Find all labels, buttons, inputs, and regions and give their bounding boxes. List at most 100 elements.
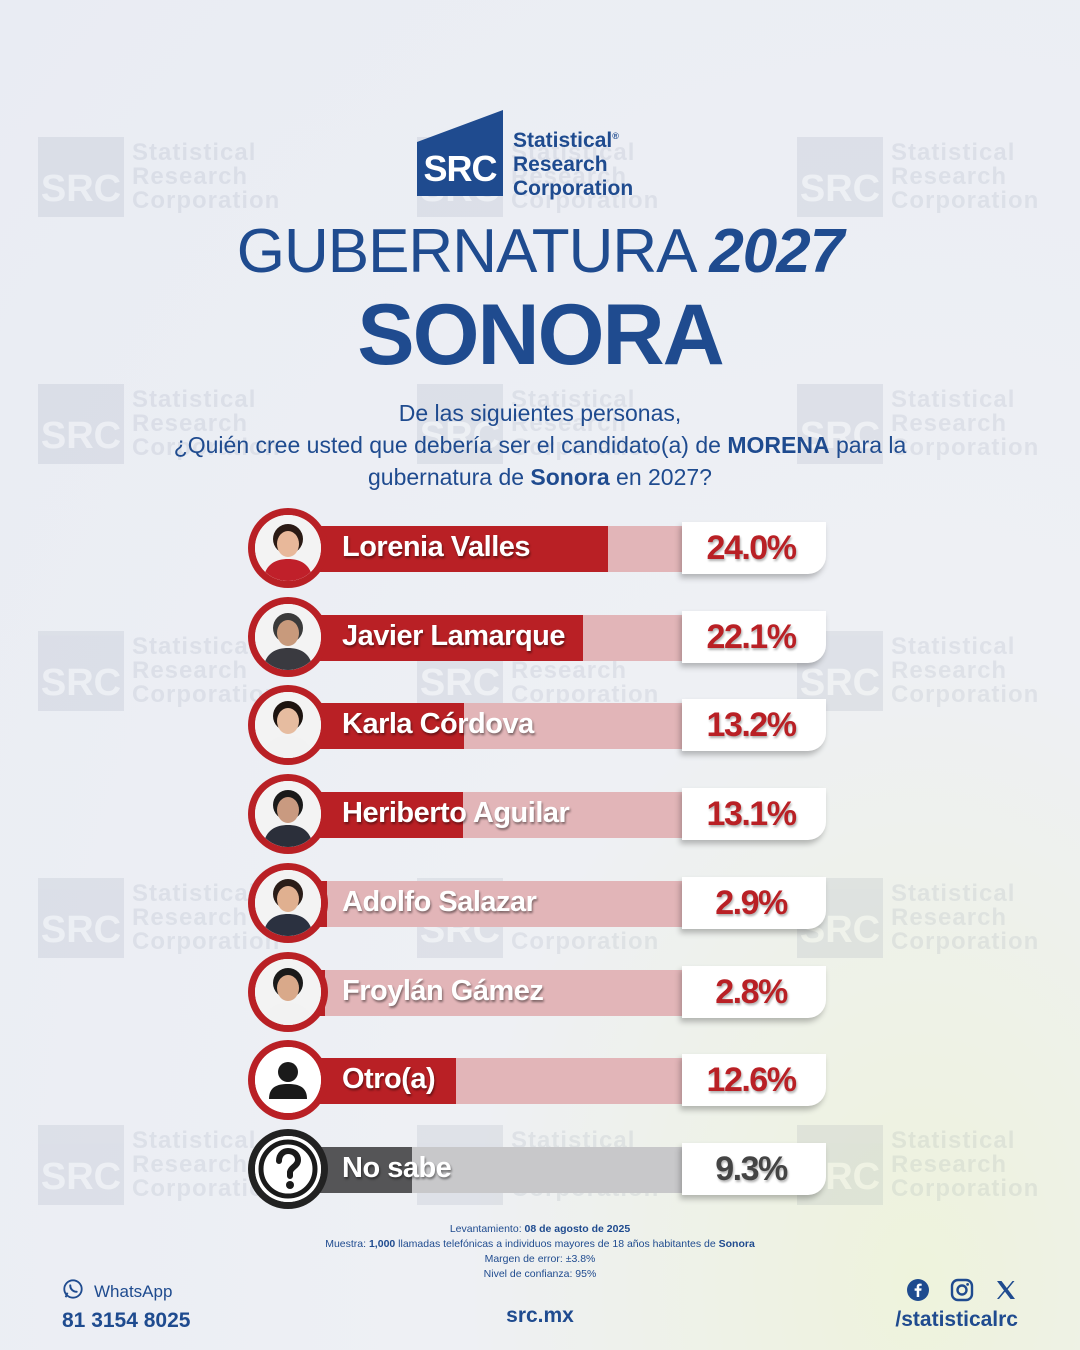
watermark-text: Research (891, 657, 1008, 684)
margin-of-error: Margen de error: ±3.8% (484, 1253, 596, 1265)
watermark-text: Statistical (891, 139, 1016, 166)
person-icon (248, 1040, 328, 1121)
value-box: 2.8% (682, 965, 826, 1018)
watermark-text: Corporation (891, 1175, 1040, 1202)
avatar (248, 951, 328, 1032)
whatsapp-number[interactable]: 81 3154 8025 (62, 1309, 191, 1332)
category-label: Javier Lamarque (342, 619, 566, 652)
category-label: Otro(a) (342, 1063, 436, 1096)
question-state: Sonora (530, 464, 610, 490)
question-text: en 2027? (609, 464, 712, 490)
avatar (248, 596, 328, 677)
watermark-text: Statistical (891, 633, 1016, 660)
survey-date: 08 de agosto de 2025 (524, 1223, 631, 1235)
whatsapp-contact[interactable]: WhatsApp 81 3154 8025 (62, 1278, 190, 1333)
registered-mark: ® (612, 131, 619, 141)
bar-track (288, 526, 688, 572)
logo-mark: SRC (417, 110, 503, 196)
avatar (248, 508, 328, 588)
watermark-text: Research (891, 904, 1008, 931)
watermark-abbr: SRC (38, 137, 124, 217)
data-label: 2.8% (715, 972, 788, 1011)
watermark-text: Statistical (891, 880, 1016, 907)
data-label: 22.1% (706, 617, 797, 656)
logo-building-shape (417, 110, 503, 196)
sample-line: Muestra: 1,000 llamadas telefónicas a in… (0, 1237, 1080, 1252)
avatar (248, 685, 328, 766)
question-line1: De las siguientes personas, (398, 400, 682, 426)
chart-row: Heriberto Aguilar 13.1% (248, 774, 828, 855)
value-box: 13.1% (682, 788, 826, 841)
page-title: GUBERNATURA 2027 (0, 216, 1080, 287)
watermark-abbr: SRC (38, 631, 124, 711)
chart-row: Karla Córdova 13.2% (248, 685, 828, 766)
value-box: 24.0% (682, 522, 826, 574)
category-label: No sabe (342, 1151, 452, 1184)
methodology-note: Levantamiento: 08 de agosto de 2025 Mues… (0, 1222, 1080, 1282)
brand-logo: SRC Statistical® Research Corporation (417, 110, 677, 200)
data-label: 13.2% (706, 706, 797, 745)
survey-question: De las siguientes personas, ¿Quién cree … (100, 397, 980, 493)
question-line2: ¿Quién cree usted que debería ser el can… (100, 429, 980, 461)
facebook-icon[interactable] (906, 1278, 930, 1302)
chart-row: Lorenia Valles 24.0% (248, 508, 828, 588)
chart-row: Otro(a) 12.6% (248, 1040, 828, 1121)
watermark-text: Statistical (891, 1127, 1016, 1154)
category-label: Adolfo Salazar (342, 885, 537, 918)
bar-track (288, 792, 688, 839)
data-label: 12.6% (706, 1061, 797, 1100)
logo-name-line1: Statistical (513, 129, 613, 152)
category-label: Lorenia Valles (342, 531, 531, 563)
watermark-abbr: SRC (38, 1125, 124, 1205)
question-text: para la (829, 432, 907, 458)
watermark-text: Research (891, 163, 1008, 190)
watermark-abbr: SRC (797, 137, 883, 217)
watermark-text: Statistical (132, 139, 257, 166)
watermark-text: Corporation (891, 681, 1040, 708)
sample-size: 1,000 (368, 1238, 396, 1250)
survey-date-label: Levantamiento: (449, 1223, 525, 1235)
data-label: 24.0% (706, 529, 797, 567)
sample-place: Sonora (718, 1238, 755, 1250)
chart-row: Froylán Gámez 2.8% (248, 951, 828, 1032)
question-party: MORENA (727, 432, 830, 458)
title-prefix: GUBERNATURA (236, 217, 694, 286)
bar (288, 526, 608, 572)
survey-date-line: Levantamiento: 08 de agosto de 2025 (0, 1222, 1080, 1237)
confidence-level: Nivel de confianza: 95% (483, 1268, 597, 1280)
social-links: /statisticalrc (895, 1278, 1018, 1332)
data-label: 13.1% (706, 795, 797, 834)
social-handle[interactable]: /statisticalrc (895, 1308, 1018, 1331)
sample-label: Muestra: (325, 1238, 369, 1250)
question-text: ¿Quién cree usted que debería ser el can… (173, 432, 728, 458)
instagram-icon[interactable] (950, 1278, 974, 1302)
chart-row: Javier Lamarque 22.1% (248, 596, 828, 677)
chart-row: No sabe 9.3% (248, 1128, 828, 1209)
value-box: 2.9% (682, 876, 826, 929)
watermark-text: Research (132, 163, 249, 190)
logo-abbr: SRC (423, 148, 497, 189)
bar-track (288, 614, 688, 661)
watermark-text: Corporation (132, 187, 281, 214)
watermark-text: Research (891, 1151, 1008, 1178)
page-subtitle: SONORA (357, 287, 724, 383)
question-line3: gubernatura de Sonora en 2027? (100, 461, 980, 493)
title-year: 2027 (709, 217, 844, 286)
logo-name-line3: Corporation (513, 177, 634, 200)
category-label: Karla Córdova (342, 708, 534, 741)
avatar (248, 774, 328, 855)
data-label: 2.9% (715, 883, 788, 922)
whatsapp-icon (62, 1278, 84, 1305)
logo-name-line2: Research (513, 153, 608, 176)
watermark-text: Corporation (891, 187, 1040, 214)
x-icon[interactable] (994, 1278, 1018, 1302)
whatsapp-label: WhatsApp (94, 1281, 173, 1301)
website-link[interactable]: src.mx (506, 1304, 574, 1327)
